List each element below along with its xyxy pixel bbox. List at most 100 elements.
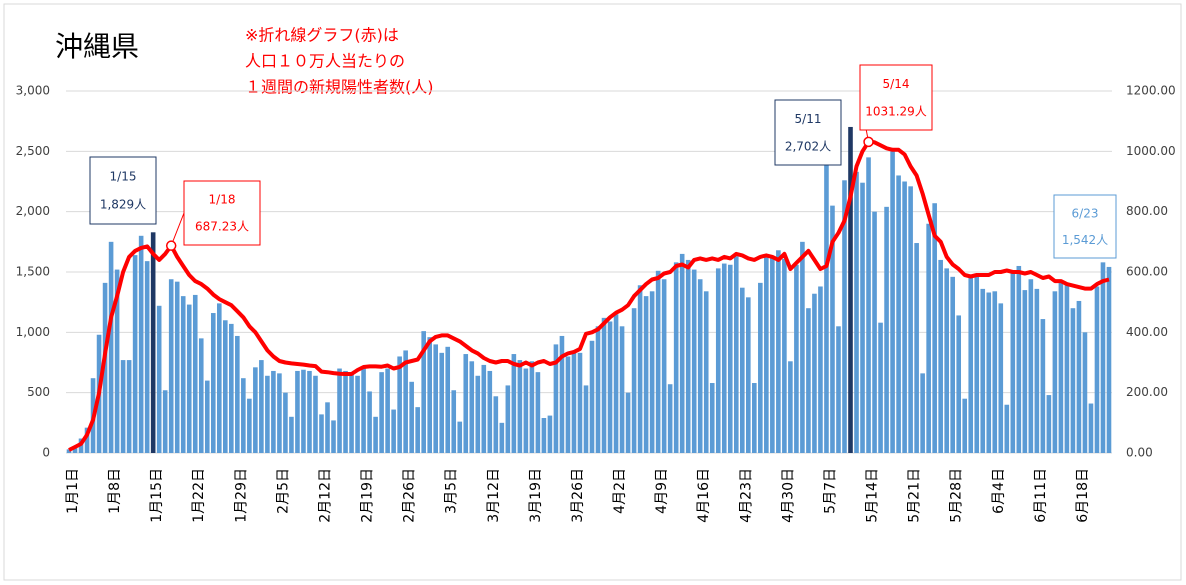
bar: [72, 446, 78, 453]
x-tick-label: 4月2日: [612, 468, 628, 514]
bar: [505, 385, 511, 453]
bar: [391, 409, 396, 453]
bar: [1016, 265, 1022, 453]
bar: [685, 259, 691, 453]
point-marker: [165, 240, 177, 251]
bar: [619, 326, 625, 453]
bar: [114, 269, 120, 453]
bar: [337, 368, 342, 453]
note: １週間の新規陽性者数(人): [245, 78, 434, 97]
bar: [325, 402, 330, 453]
bar: [944, 268, 949, 453]
bar: [565, 356, 571, 453]
bar: [968, 276, 974, 453]
bar: [373, 416, 378, 453]
bar: [1004, 404, 1010, 453]
bar: [655, 270, 661, 453]
bar: [198, 338, 204, 453]
y2-tick-label: 400.00: [1126, 325, 1168, 339]
bar: [1106, 266, 1112, 453]
bar: [709, 383, 715, 453]
bar: [998, 303, 1004, 453]
bar: [343, 370, 348, 453]
bar: [168, 279, 174, 453]
x-tick-label: 2月26日: [402, 468, 418, 523]
bar: [1064, 284, 1070, 453]
x-tick-label: 6月11日: [1033, 468, 1049, 523]
bar: [409, 381, 414, 453]
x-tick-label: 5月7日: [822, 468, 838, 514]
bar: [307, 370, 312, 453]
bar: [613, 314, 619, 453]
bar: [794, 264, 799, 453]
bar: [439, 352, 445, 453]
bar: [415, 407, 420, 453]
bar: [223, 320, 228, 453]
bar: [150, 232, 156, 453]
annotation-label: 1,829人: [100, 198, 146, 212]
annotation-box: [183, 180, 261, 246]
bar: [1094, 286, 1100, 453]
bar: [331, 420, 336, 453]
bar: [679, 253, 685, 453]
bar: [517, 360, 523, 453]
annotation-label: 1,542人: [1062, 233, 1108, 247]
bar: [253, 367, 258, 453]
annotation-box: [859, 64, 933, 131]
annotation-date: 5/14: [883, 77, 910, 91]
y-tick-label: 500: [27, 385, 50, 399]
bar: [836, 326, 841, 453]
bar: [457, 421, 463, 453]
bar: [667, 384, 673, 453]
bar: [812, 293, 817, 453]
bar: [120, 360, 126, 453]
bar: [463, 354, 469, 453]
bar: [247, 398, 252, 453]
y-tick-label: 1,500: [16, 265, 50, 279]
bar: [499, 422, 505, 453]
chart-title: 沖縄県: [55, 30, 139, 63]
bar: [385, 368, 390, 453]
bar: [108, 241, 114, 453]
bar: [739, 287, 745, 453]
bar: [301, 369, 306, 453]
bar: [752, 383, 757, 453]
annotation-date: 5/11: [795, 112, 822, 126]
bar: [571, 352, 577, 453]
bar: [138, 235, 144, 453]
bar: [932, 203, 937, 453]
bar: [697, 279, 703, 453]
bar: [192, 294, 198, 453]
bar: [824, 163, 829, 453]
x-tick-label: 5月14日: [865, 468, 881, 523]
y-tick-label: 2,500: [16, 144, 50, 158]
point-marker: [863, 136, 874, 148]
bar: [541, 418, 547, 453]
x-tick-label: 5月21日: [907, 468, 923, 523]
x-tick-label: 3月5日: [444, 468, 460, 514]
bar: [319, 414, 324, 453]
bar: [180, 296, 186, 453]
bar: [241, 378, 246, 453]
bar: [403, 350, 408, 453]
y2-tick-label: 0.00: [1126, 446, 1153, 460]
bar: [397, 356, 402, 453]
bar: [788, 361, 793, 453]
y2-tick-label: 600.00: [1126, 265, 1168, 279]
bar: [481, 364, 487, 453]
bar: [1076, 300, 1082, 453]
x-tick-label: 1月22日: [191, 468, 207, 523]
bar: [126, 360, 132, 453]
bar: [830, 205, 835, 453]
bar: [427, 337, 432, 453]
bar: [216, 303, 222, 453]
bar: [974, 276, 980, 453]
bar: [553, 344, 559, 453]
bar: [920, 373, 925, 453]
bar: [433, 344, 439, 453]
bar: [890, 151, 895, 454]
bar: [66, 449, 72, 453]
bar: [313, 375, 318, 453]
bar: [1058, 281, 1064, 453]
